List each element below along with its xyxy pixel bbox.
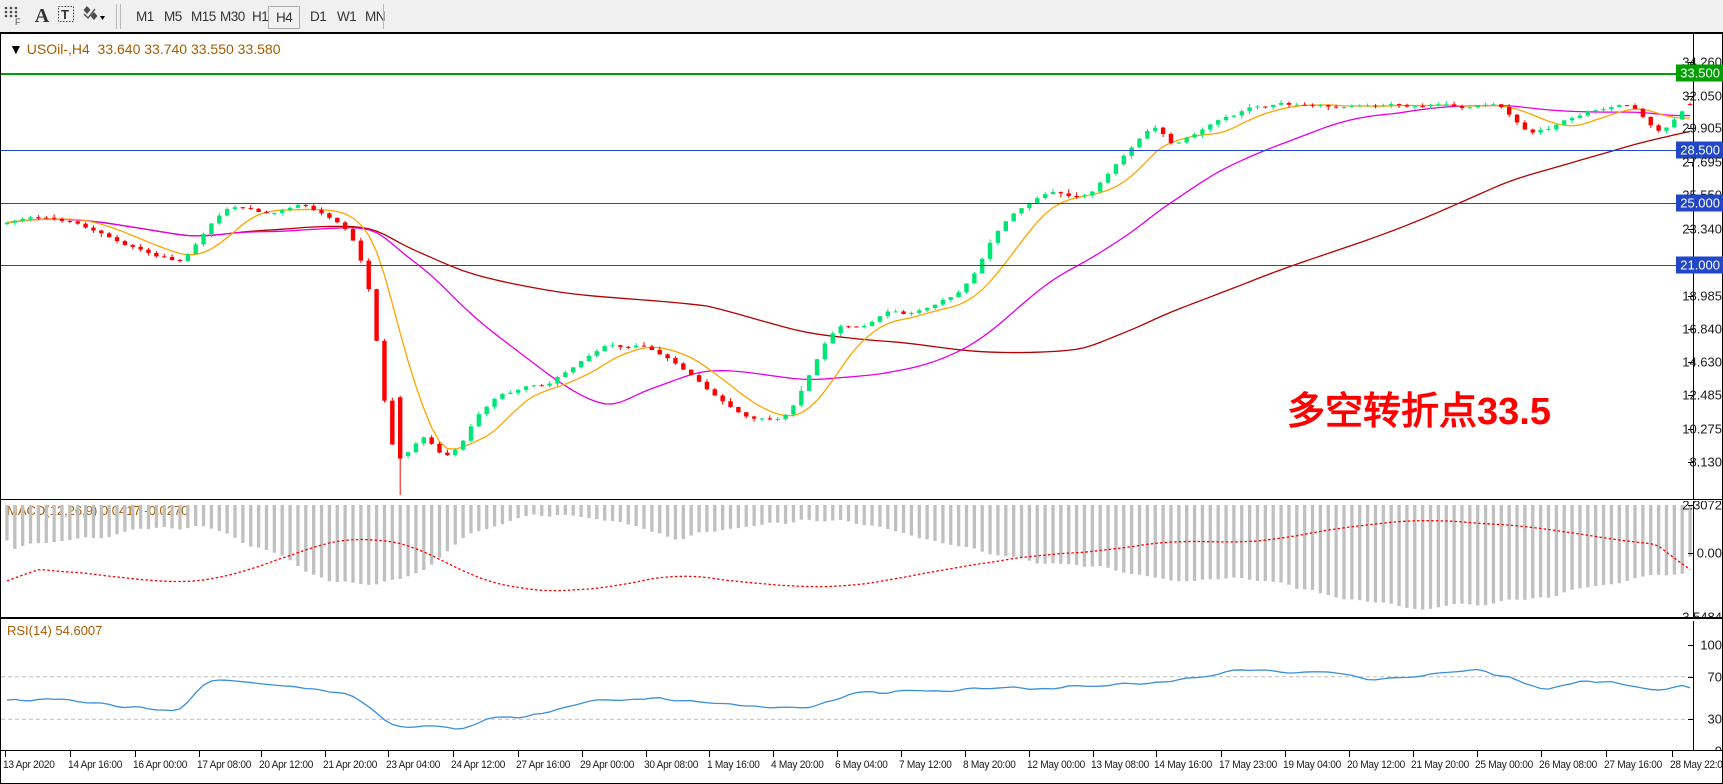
svg-text:T: T xyxy=(61,7,69,22)
svg-text:F: F xyxy=(15,17,21,26)
